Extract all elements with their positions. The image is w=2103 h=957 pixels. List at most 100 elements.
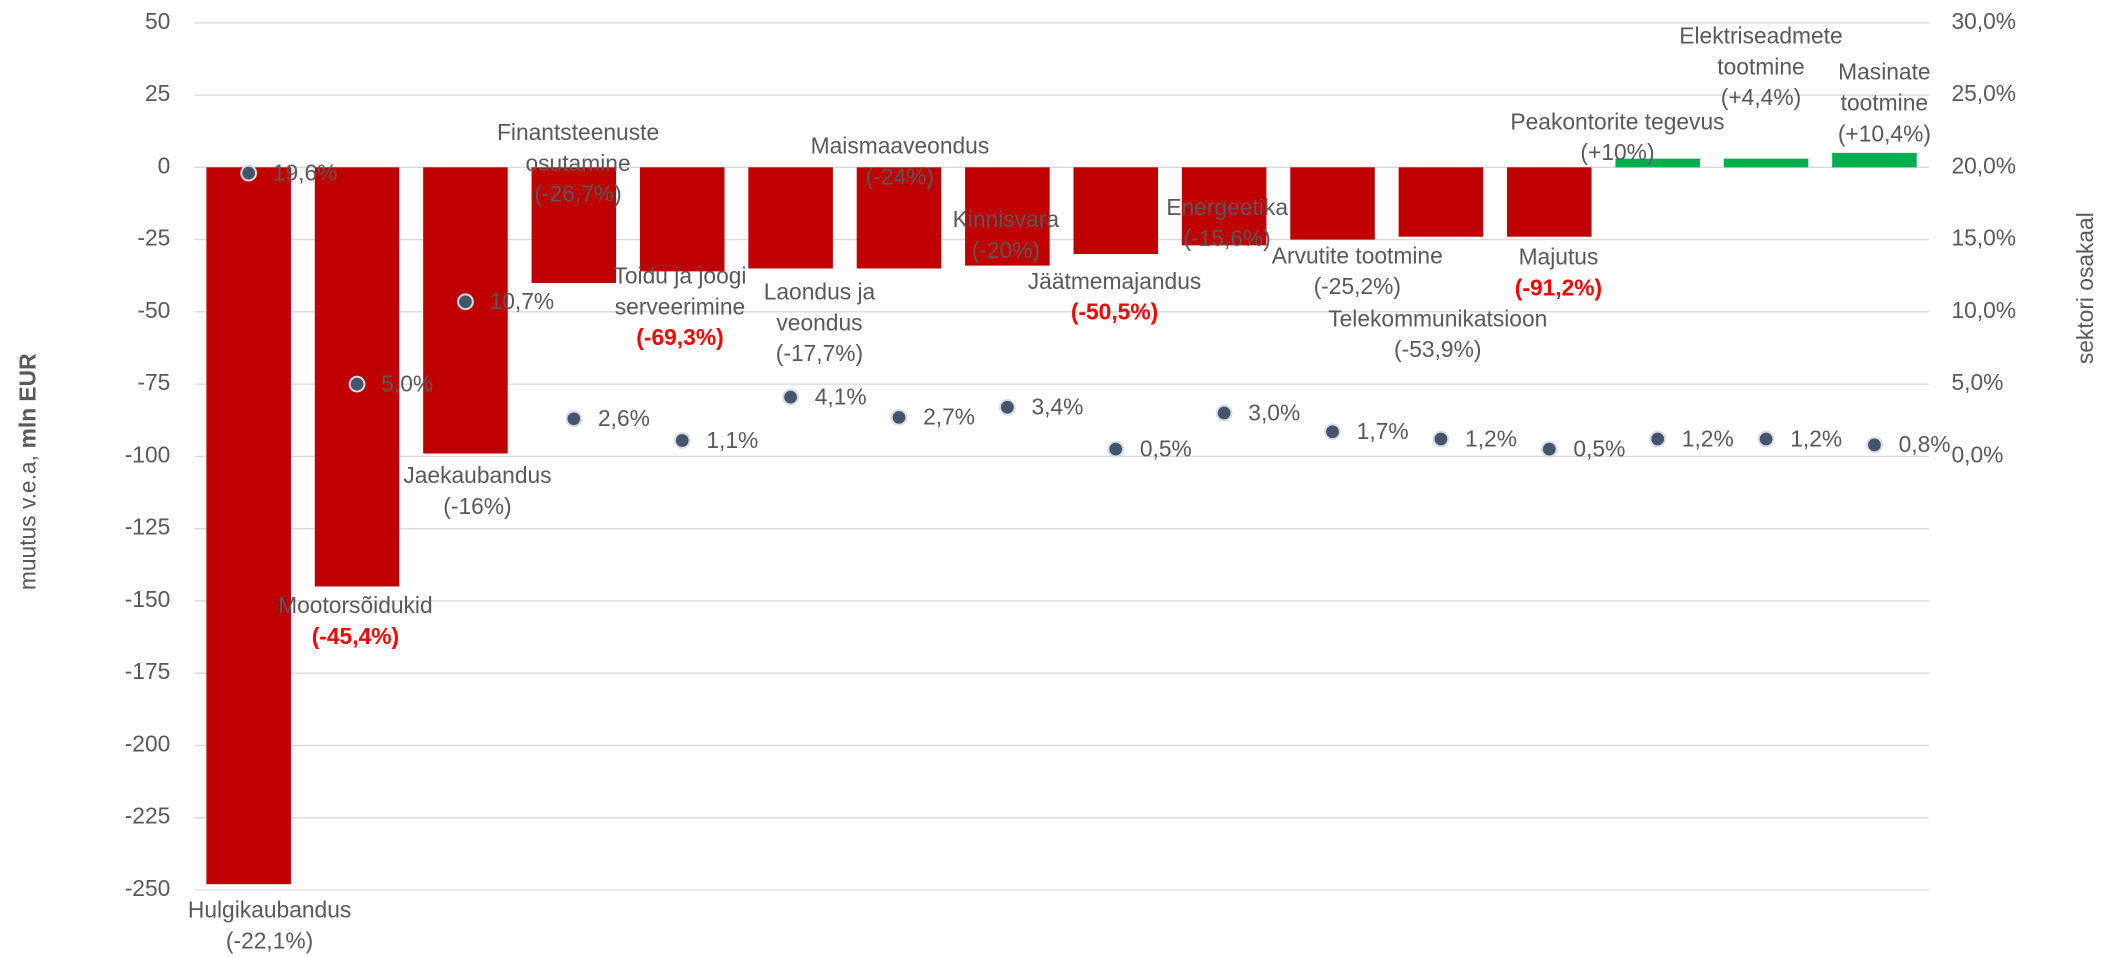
category-label: Telekommunikatsioon — [1328, 305, 1547, 331]
share-label: 3,0% — [1248, 399, 1300, 425]
bar — [1290, 167, 1375, 240]
bar — [1507, 167, 1592, 237]
category-label: Majutus — [1519, 244, 1599, 270]
bar — [965, 167, 1050, 266]
bar — [423, 167, 508, 454]
share-label: 1,2% — [1465, 425, 1517, 451]
share-label: 0,5% — [1140, 436, 1192, 462]
y-tick-label: 50 — [145, 8, 170, 34]
share-dot — [457, 293, 474, 311]
category-label: Energeetika — [1166, 194, 1288, 220]
y-axis-title: muutus v.e.a, mln EUR — [15, 353, 41, 590]
category-label: serveerimine — [615, 293, 745, 319]
share-dot — [1107, 440, 1125, 458]
change-label: (-24%) — [866, 163, 934, 189]
bar — [639, 167, 725, 272]
y-tick-label: 0 — [158, 152, 171, 178]
share-dot — [1540, 440, 1558, 458]
share-dot — [673, 432, 691, 449]
bar — [1723, 158, 1809, 168]
share-dot — [1432, 430, 1450, 448]
y2-tick-label: 30,0% — [1951, 8, 2016, 34]
y-tick-label: -250 — [125, 875, 171, 901]
change-label: (-17,7%) — [776, 340, 863, 366]
y-axis-title-part: muutus v.e.a, — [15, 455, 41, 590]
share-dot — [1757, 430, 1775, 448]
change-label: (-25,2%) — [1314, 273, 1401, 299]
y-tick-label: -175 — [125, 658, 171, 684]
change-label: (-20%) — [972, 237, 1040, 263]
share-dot — [1866, 436, 1883, 454]
change-label: (+10,4%) — [1838, 120, 1931, 146]
y-tick-label: -200 — [125, 730, 171, 756]
share-label: 3,4% — [1032, 394, 1084, 420]
share-dot — [1324, 423, 1341, 441]
change-label: (-91,2%) — [1515, 275, 1602, 301]
change-label: (-53,9%) — [1394, 336, 1481, 362]
share-dot — [998, 398, 1016, 416]
bar — [206, 167, 291, 885]
bar — [1073, 167, 1159, 255]
share-dot — [782, 388, 799, 406]
y2-tick-label: 20,0% — [1951, 152, 2016, 178]
share-label: 2,6% — [598, 405, 650, 431]
category-label: Masinate — [1838, 59, 1930, 85]
y2-tick-label: 15,0% — [1951, 225, 2016, 251]
y-tick-label: -125 — [125, 514, 171, 540]
y2-axis-title: sektori osakaal — [2072, 212, 2098, 364]
y-tick-label: -25 — [137, 225, 170, 251]
category-label: Mootorsõidukid — [278, 592, 433, 618]
change-label: (+10%) — [1580, 139, 1654, 165]
category-label: Jaekaubandus — [403, 462, 551, 488]
change-label: (-16%) — [443, 493, 511, 519]
category-label: veondus — [776, 309, 862, 335]
change-label: (-15,6%) — [1184, 225, 1271, 251]
change-label: (-22,1%) — [226, 927, 313, 953]
y-axis-title-part: mln EUR — [15, 353, 41, 448]
y-tick-label: -100 — [125, 441, 171, 467]
share-label: 10,7% — [490, 288, 555, 314]
y-tick-label: -225 — [125, 803, 171, 829]
share-dot — [890, 408, 908, 426]
change-label: (-50,5%) — [1071, 299, 1158, 325]
category-label: Toidu ja joogi — [613, 262, 746, 288]
y2-tick-label: 10,0% — [1951, 297, 2016, 323]
y-tick-label: -150 — [125, 586, 171, 612]
share-label: 2,7% — [923, 404, 975, 430]
share-label: 19,6% — [273, 159, 338, 185]
y-tick-label: -50 — [137, 297, 170, 323]
share-label: 5,0% — [381, 370, 433, 396]
bar — [856, 167, 942, 269]
y2-tick-label: 0,0% — [1951, 441, 2003, 467]
category-label: Kinnisvara — [953, 206, 1060, 232]
change-label: (-45,4%) — [312, 623, 399, 649]
share-label: 1,2% — [1682, 425, 1734, 451]
y2-tick-label: 25,0% — [1951, 80, 2016, 106]
share-label: 0,8% — [1899, 431, 1951, 457]
change-label: (-69,3%) — [636, 324, 723, 350]
bar — [1398, 167, 1484, 237]
share-label: 4,1% — [815, 383, 867, 409]
y-tick-label: 25 — [145, 80, 170, 106]
share-dot — [1215, 404, 1233, 422]
share-dot — [348, 375, 366, 393]
category-label: Finantsteenuste — [497, 119, 659, 145]
change-label: (+4,4%) — [1721, 84, 1801, 110]
category-label: Jäätmemajandus — [1028, 268, 1202, 294]
category-label: Maismaaveondus — [811, 132, 990, 158]
share-label: 0,5% — [1573, 436, 1625, 462]
bar — [1832, 152, 1917, 168]
y-tick-label: -75 — [137, 369, 170, 395]
category-label: osutamine — [525, 150, 630, 176]
share-label: 1,2% — [1790, 425, 1842, 451]
share-dot — [565, 410, 583, 428]
category-label: Arvutite tootmine — [1272, 242, 1443, 268]
y2-tick-label: 5,0% — [1951, 369, 2003, 395]
bar — [748, 167, 833, 269]
category-label: Laondus ja — [764, 279, 876, 305]
change-label: (-26,7%) — [534, 181, 621, 207]
share-dot — [240, 164, 258, 182]
category-label: tootmine — [1717, 53, 1804, 79]
share-label: 1,7% — [1357, 418, 1409, 444]
